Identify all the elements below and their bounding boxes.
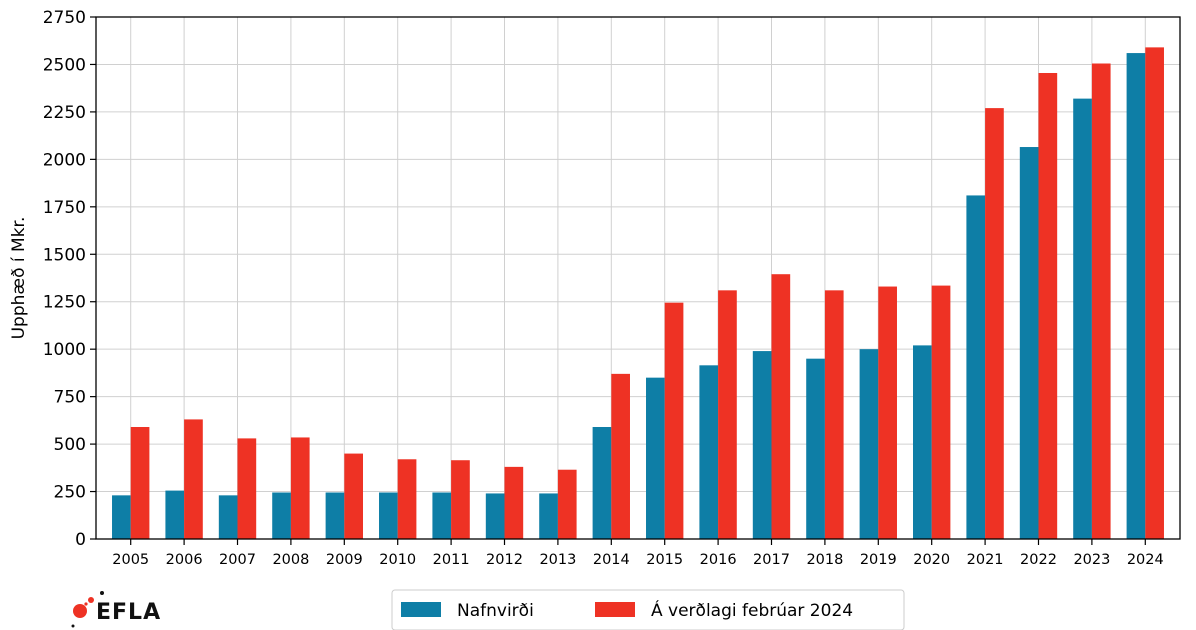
legend: Nafnvirði Á verðlagi febrúar 2024 — [391, 589, 905, 630]
y-tick-label: 2500 — [43, 55, 86, 75]
y-tick-label: 2250 — [43, 103, 86, 123]
bar-nafnvirdi-2008 — [272, 492, 291, 539]
bar-verdlag-2016 — [718, 290, 737, 539]
bar-nafnvirdi-2019 — [859, 349, 879, 539]
x-tick-label: 2006 — [166, 552, 203, 568]
bar-nafnvirdi-2012 — [485, 493, 505, 539]
bar-nafnvirdi-2010 — [379, 492, 398, 539]
x-tick-label: 2016 — [700, 552, 737, 568]
y-tick-label: 1500 — [43, 245, 86, 265]
bar-verdlag-2013 — [557, 469, 577, 539]
bar-nafnvirdi-2022 — [1019, 147, 1039, 539]
legend-swatch-nafnvirdi — [401, 602, 441, 617]
y-tick-label: 1750 — [43, 198, 86, 218]
x-tick-label: 2020 — [913, 552, 950, 568]
y-tick-label: 2750 — [43, 8, 86, 28]
legend-label-nafnvirdi: Nafnvirði — [457, 601, 534, 621]
bar-verdlag-2011 — [451, 460, 470, 539]
x-tick-label: 2012 — [486, 552, 523, 568]
bar-verdlag-2010 — [397, 459, 417, 539]
y-tick-labels: 0 250 500 750 1000 1250 1500 1750 2000 2250 2500 27… — [43, 8, 86, 550]
x-tick-label: 2023 — [1073, 552, 1110, 568]
x-tick-label: 2019 — [860, 552, 897, 568]
bars — [112, 47, 1164, 540]
y-tick-label: 500 — [54, 435, 86, 455]
efla-logo: EFLA — [71, 591, 161, 628]
bar-verdlag-2017 — [771, 274, 791, 539]
logo-text: EFLA — [96, 600, 161, 625]
bar-verdlag-2024 — [1145, 47, 1164, 539]
y-axis-label: Upphæð í Mkr. — [9, 217, 29, 340]
x-tick-label: 2013 — [539, 552, 576, 568]
bar-verdlag-2008 — [290, 437, 310, 539]
bar-verdlag-2022 — [1038, 72, 1058, 539]
bar-nafnvirdi-2011 — [432, 492, 452, 539]
bar-verdlag-2015 — [664, 302, 684, 539]
x-tick-label: 2018 — [806, 552, 843, 568]
y-tick-label: 1250 — [43, 293, 86, 313]
x-tick-labels: 2005 2006 2007 2008 2009 2010 2011 2012 2013 2014… — [112, 552, 1163, 568]
bar-nafnvirdi-2023 — [1073, 98, 1092, 539]
bar-verdlag-2021 — [985, 108, 1004, 539]
x-tick-label: 2011 — [433, 552, 470, 568]
bar-nafnvirdi-2013 — [539, 493, 558, 539]
bar-nafnvirdi-2018 — [806, 358, 825, 539]
x-tick-label: 2015 — [646, 552, 683, 568]
bar-nafnvirdi-2007 — [218, 495, 238, 539]
y-tick-label: 2000 — [43, 150, 86, 170]
bar-verdlag-2014 — [611, 373, 630, 539]
bar-nafnvirdi-2006 — [165, 490, 185, 539]
bar-nafnvirdi-2014 — [592, 427, 612, 539]
x-tick-label: 2008 — [272, 552, 309, 568]
bar-nafnvirdi-2015 — [646, 377, 665, 539]
bar-nafnvirdi-2021 — [966, 195, 986, 540]
bar-verdlag-2012 — [504, 466, 524, 539]
bar-nafnvirdi-2016 — [699, 365, 719, 539]
x-tick-label: 2010 — [379, 552, 416, 568]
x-tick-label: 2022 — [1020, 552, 1057, 568]
bar-nafnvirdi-2024 — [1126, 53, 1146, 539]
x-tick-label: 2005 — [112, 552, 149, 568]
x-tick-label: 2021 — [967, 552, 1004, 568]
y-tick-label: 1000 — [43, 340, 86, 360]
bar-verdlag-2005 — [130, 427, 150, 539]
x-tick-label: 2009 — [326, 552, 363, 568]
bar-verdlag-2020 — [931, 285, 951, 539]
bar-nafnvirdi-2020 — [913, 345, 932, 539]
bar-nafnvirdi-2005 — [112, 495, 131, 539]
x-tick-label: 2017 — [753, 552, 790, 568]
bar-nafnvirdi-2017 — [752, 351, 772, 539]
y-tick-label: 0 — [75, 530, 86, 550]
x-tick-label: 2007 — [219, 552, 256, 568]
x-tick-label: 2024 — [1127, 552, 1164, 568]
x-tick-label: 2014 — [593, 552, 630, 568]
bar-verdlag-2023 — [1091, 63, 1111, 539]
bar-verdlag-2007 — [237, 438, 257, 539]
plot-frame — [95, 16, 1181, 540]
y-tick-label: 750 — [54, 388, 86, 408]
y-tick-label: 250 — [54, 483, 86, 503]
bar-verdlag-2006 — [184, 419, 203, 539]
legend-frame — [391, 589, 905, 630]
efla-dots-icon — [71, 591, 104, 628]
bar-verdlag-2018 — [824, 290, 844, 539]
bar-nafnvirdi-2009 — [325, 492, 345, 539]
legend-swatch-verdlag — [595, 602, 635, 617]
axes — [90, 16, 1181, 545]
bar-verdlag-2019 — [878, 286, 897, 539]
legend-label-verdlag: Á verðlagi febrúar 2024 — [651, 599, 853, 621]
grid-lines — [96, 16, 1180, 540]
bar-verdlag-2009 — [344, 453, 363, 539]
